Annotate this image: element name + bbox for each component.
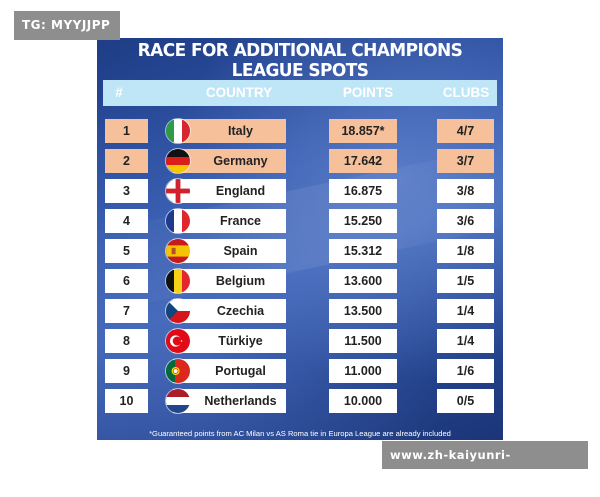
table-row: 9 Portugal 11.000 1/6 xyxy=(97,358,503,384)
rank-cell: 3 xyxy=(105,179,148,203)
clubs-cell: 4/7 xyxy=(437,119,494,143)
rank-cell: 5 xyxy=(105,239,148,263)
clubs-cell: 3/8 xyxy=(437,179,494,203)
watermark-top-label: TG: MYYJJPP xyxy=(14,11,120,40)
country-cell: Czechia xyxy=(173,299,286,323)
clubs-cell: 3/6 xyxy=(437,209,494,233)
table-row: 4 France 15.250 3/6 xyxy=(97,208,503,234)
table-header: # COUNTRY POINTS CLUBS xyxy=(103,80,497,106)
table-row: 8 Türkiye 11.500 1/4 xyxy=(97,328,503,354)
rank-cell: 10 xyxy=(105,389,148,413)
belgium-flag-icon xyxy=(165,268,191,294)
france-flag-icon xyxy=(165,208,191,234)
clubs-cell: 1/4 xyxy=(437,299,494,323)
header-rank: # xyxy=(115,85,123,100)
standings-graphic: RACE FOR ADDITIONAL CHAMPIONS LEAGUE SPO… xyxy=(97,38,503,440)
table-row: 2 Germany 17.642 3/7 xyxy=(97,148,503,174)
points-cell: 17.642 xyxy=(329,149,397,173)
netherlands-flag-icon xyxy=(165,388,191,414)
points-cell: 10.000 xyxy=(329,389,397,413)
points-cell: 18.857* xyxy=(329,119,397,143)
header-points: POINTS xyxy=(342,85,394,100)
clubs-cell: 1/8 xyxy=(437,239,494,263)
country-cell: England xyxy=(173,179,286,203)
clubs-cell: 1/4 xyxy=(437,329,494,353)
germany-flag-icon xyxy=(165,148,191,174)
table-row: 5 Spain 15.312 1/8 xyxy=(97,238,503,264)
country-cell: Portugal xyxy=(173,359,286,383)
england-flag-icon xyxy=(165,178,191,204)
points-cell: 11.000 xyxy=(329,359,397,383)
points-cell: 16.875 xyxy=(329,179,397,203)
points-cell: 13.600 xyxy=(329,269,397,293)
country-cell: Spain xyxy=(173,239,286,263)
clubs-cell: 1/5 xyxy=(437,269,494,293)
clubs-cell: 0/5 xyxy=(437,389,494,413)
country-cell: Netherlands xyxy=(173,389,286,413)
portugal-flag-icon xyxy=(165,358,191,384)
country-cell: France xyxy=(173,209,286,233)
rank-cell: 4 xyxy=(105,209,148,233)
rank-cell: 7 xyxy=(105,299,148,323)
header-country: COUNTRY xyxy=(205,85,273,100)
country-cell: Belgium xyxy=(173,269,286,293)
italy-flag-icon xyxy=(165,118,191,144)
turkiye-flag-icon xyxy=(165,328,191,354)
rank-cell: 1 xyxy=(105,119,148,143)
rank-cell: 8 xyxy=(105,329,148,353)
table-row: 10 Netherlands 10.000 0/5 xyxy=(97,388,503,414)
country-cell: Türkiye xyxy=(173,329,286,353)
country-cell: Italy xyxy=(173,119,286,143)
points-cell: 15.312 xyxy=(329,239,397,263)
watermark-bottom-url: www.zh-kaiyunri-kysports.com xyxy=(382,441,588,490)
footnote: *Guaranteed points from AC Milan vs AS R… xyxy=(149,429,451,438)
czechia-flag-icon xyxy=(165,298,191,324)
clubs-cell: 1/6 xyxy=(437,359,494,383)
table-row: 7 Czechia 13.500 1/4 xyxy=(97,298,503,324)
rank-cell: 2 xyxy=(105,149,148,173)
clubs-cell: 3/7 xyxy=(437,149,494,173)
points-cell: 13.500 xyxy=(329,299,397,323)
points-cell: 11.500 xyxy=(329,329,397,353)
table-row: 6 Belgium 13.600 1/5 xyxy=(97,268,503,294)
rank-cell: 9 xyxy=(105,359,148,383)
header-clubs: CLUBS xyxy=(442,85,490,100)
table-row: 1 Italy 18.857* 4/7 xyxy=(97,118,503,144)
rank-cell: 6 xyxy=(105,269,148,293)
country-cell: Germany xyxy=(173,149,286,173)
graphic-title: RACE FOR ADDITIONAL CHAMPIONS LEAGUE SPO… xyxy=(137,41,463,81)
table-row: 3 England 16.875 3/8 xyxy=(97,178,503,204)
points-cell: 15.250 xyxy=(329,209,397,233)
spain-flag-icon xyxy=(165,238,191,264)
